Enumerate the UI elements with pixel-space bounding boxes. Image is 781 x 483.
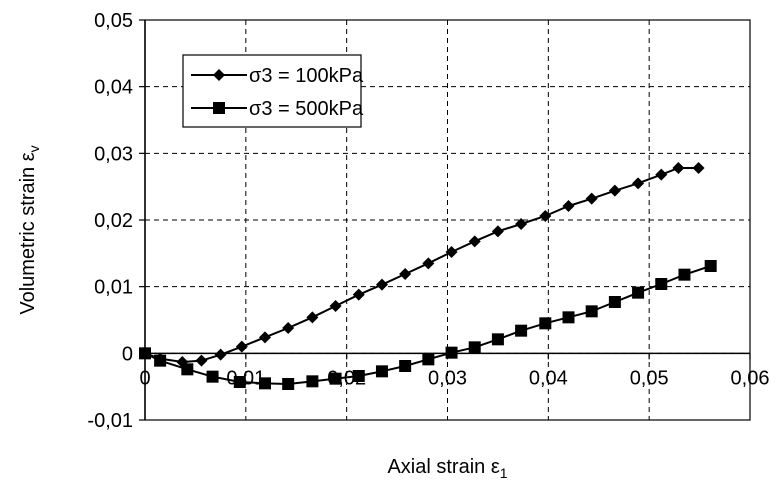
legend-label: σ3 = 500kPa — [249, 98, 364, 120]
series-line — [144, 265, 711, 386]
data-point-square — [632, 286, 645, 299]
data-point-square — [515, 324, 528, 337]
data-point-square — [422, 353, 435, 366]
legend-marker-square — [213, 102, 225, 114]
data-point-square — [585, 305, 598, 318]
legend-box — [182, 54, 362, 128]
data-point-square — [329, 372, 342, 385]
data-point-diamond — [195, 354, 208, 367]
data-point-diamond — [562, 200, 575, 212]
series-2 — [139, 260, 717, 390]
data-point-square — [399, 360, 412, 372]
series-line — [144, 167, 699, 364]
x-tick-label: 0,05 — [630, 367, 669, 389]
data-point-square — [233, 376, 246, 388]
data-point-diamond — [585, 192, 598, 205]
data-point-diamond — [235, 340, 248, 353]
data-point-square — [375, 365, 388, 378]
data-point-square — [704, 260, 717, 272]
x-axis-title: Axial strain ε1 — [387, 456, 507, 481]
data-point-diamond — [468, 235, 481, 248]
data-point-square — [491, 333, 504, 346]
y-tick-label: 0,05 — [94, 10, 133, 32]
data-point-square — [181, 363, 194, 376]
y-tick-label: 0,01 — [94, 277, 133, 299]
y-axis-title: Volumetric strain εv — [17, 145, 42, 314]
data-point-square — [282, 378, 295, 390]
data-point-square — [258, 377, 271, 390]
data-point-square — [608, 296, 621, 308]
data-point-diamond — [608, 184, 621, 197]
legend-marker-diamond — [213, 69, 225, 81]
legend-label: σ3 = 100kPa — [249, 65, 364, 87]
y-tick-label: 0,03 — [94, 143, 133, 165]
legend-item: σ3 = 100kPa — [191, 65, 364, 87]
legend: σ3 = 100kPa σ3 = 500kPa — [182, 54, 364, 128]
data-point-diamond — [655, 168, 668, 181]
data-point-diamond — [491, 225, 504, 238]
data-point-diamond — [329, 300, 342, 312]
data-point-diamond — [258, 331, 271, 344]
x-tick-label: 0,03 — [428, 367, 467, 389]
data-point-diamond — [352, 288, 365, 301]
data-point-diamond — [422, 257, 435, 270]
data-point-square — [445, 346, 458, 359]
data-point-diamond — [672, 162, 685, 174]
data-point-square — [306, 375, 319, 388]
x-tick-label: 0 — [139, 367, 150, 389]
data-point-diamond — [539, 210, 552, 222]
data-point-square — [139, 347, 151, 360]
y-axis-title-subscript: v — [26, 145, 42, 152]
series-1 — [139, 162, 705, 368]
data-point-square — [655, 278, 668, 290]
data-point-diamond — [214, 348, 227, 361]
legend-item: σ3 = 500kPa — [191, 98, 364, 120]
data-point-diamond — [375, 278, 388, 291]
data-point-square — [352, 370, 365, 382]
data-point-square — [468, 341, 481, 354]
data-point-square — [678, 268, 691, 281]
data-point-diamond — [515, 218, 528, 230]
data-point-square — [539, 317, 552, 330]
y-axis-title-text: Volumetric strain ε — [17, 152, 39, 314]
series-layer — [139, 162, 717, 390]
data-point-diamond — [399, 268, 412, 280]
y-tick-label: 0,02 — [94, 210, 133, 232]
y-tick-label: 0,04 — [94, 77, 133, 99]
y-tick-label: -0,01 — [87, 410, 133, 432]
data-point-diamond — [306, 311, 319, 324]
x-tick-label: 0,04 — [529, 367, 568, 389]
data-point-diamond — [632, 177, 645, 190]
x-tick-label: 0,06 — [731, 367, 770, 389]
x-axis-title-text: Axial strain ε — [387, 456, 499, 478]
data-point-diamond — [282, 322, 295, 334]
data-point-square — [154, 354, 167, 367]
data-point-diamond — [445, 246, 458, 258]
data-point-diamond — [692, 162, 705, 174]
data-point-square — [562, 311, 575, 324]
y-tick-labels: -0,01 0 0,01 0,02 0,03 0,04 0,05 — [87, 10, 133, 432]
y-tick-label: 0 — [122, 343, 133, 365]
x-axis-title-subscript: 1 — [500, 465, 508, 481]
data-point-square — [206, 370, 219, 383]
